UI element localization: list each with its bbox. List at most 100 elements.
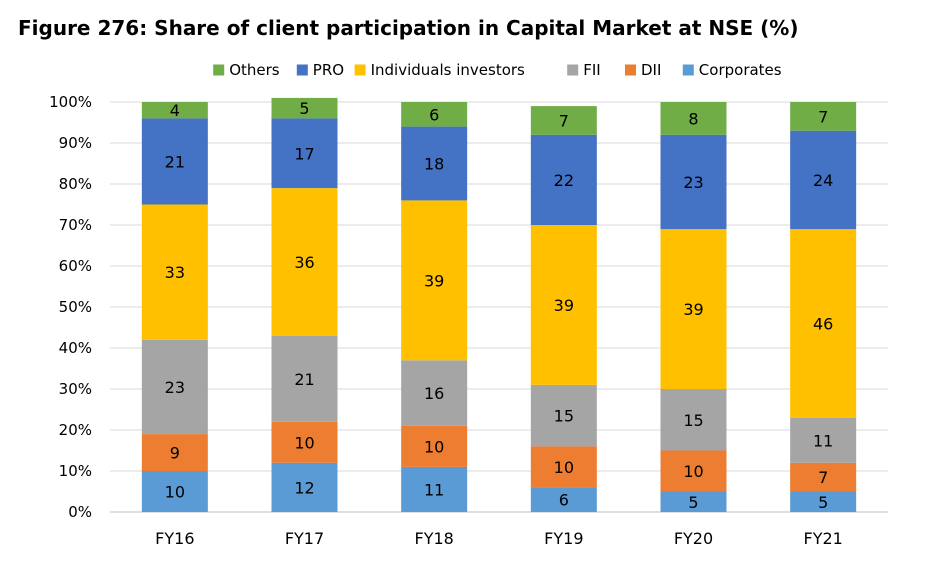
bar-segment — [401, 102, 468, 127]
legend-swatch — [296, 64, 308, 76]
data-label: 39 — [683, 300, 703, 319]
data-label: 23 — [683, 173, 703, 192]
y-tick-label: 20% — [59, 421, 92, 439]
legend-label: PRO — [313, 61, 344, 79]
legend-label: Individuals investors — [371, 61, 525, 79]
bar-segment — [141, 471, 208, 512]
bar-segment — [141, 434, 208, 471]
data-label: 18 — [424, 155, 444, 174]
data-label: 7 — [559, 111, 569, 130]
data-label: 33 — [165, 263, 185, 282]
bar-segment — [141, 339, 208, 435]
bar-segment — [790, 130, 857, 230]
bar-segment — [530, 446, 597, 488]
data-label: 39 — [424, 271, 444, 290]
y-tick-label: 70% — [59, 216, 92, 234]
bar-segment — [271, 97, 338, 119]
legend-swatch — [354, 64, 366, 76]
chart-title: Figure 276: Share of client participatio… — [18, 16, 799, 40]
x-tick-label: FY21 — [803, 529, 842, 548]
data-label: 10 — [554, 458, 574, 477]
data-label: 11 — [424, 480, 444, 499]
data-label: 5 — [299, 99, 309, 118]
data-label: 10 — [294, 433, 314, 452]
data-label: 10 — [165, 483, 185, 502]
bar-segment — [401, 466, 468, 512]
bar-segment — [530, 487, 597, 512]
legend-label: Others — [229, 61, 280, 79]
bar-segment — [660, 134, 727, 230]
data-label: 21 — [294, 370, 314, 389]
bar-segment — [271, 335, 338, 422]
data-label: 7 — [818, 468, 828, 487]
x-tick-label: FY16 — [155, 529, 194, 548]
bar-segment — [530, 134, 597, 225]
y-tick-label: 60% — [59, 257, 92, 275]
bar-segment — [790, 491, 857, 512]
legend-label: FII — [583, 61, 600, 79]
bar-segment — [660, 450, 727, 492]
legend-label: DII — [641, 61, 661, 79]
x-tick-label: FY18 — [414, 529, 453, 548]
y-tick-label: 10% — [59, 462, 92, 480]
legend-swatch — [682, 64, 694, 76]
bar-segment — [790, 417, 857, 463]
bar-segment — [790, 462, 857, 492]
bar-segment — [660, 229, 727, 389]
data-label: 7 — [818, 107, 828, 126]
data-label: 6 — [559, 491, 569, 510]
data-label: 12 — [294, 478, 314, 497]
legend-swatch — [567, 64, 579, 76]
bar-segment — [271, 188, 338, 336]
bar-segment — [401, 360, 468, 426]
data-label: 11 — [813, 431, 833, 450]
bar-segment — [271, 118, 338, 189]
data-label: 16 — [424, 384, 444, 403]
y-tick-label: 0% — [68, 503, 92, 521]
data-label: 5 — [688, 493, 698, 512]
data-label: 9 — [170, 444, 180, 463]
y-tick-label: 30% — [59, 380, 92, 398]
y-tick-label: 80% — [59, 175, 92, 193]
x-tick-label: FY17 — [285, 529, 324, 548]
data-label: 21 — [165, 152, 185, 171]
data-label: 39 — [554, 296, 574, 315]
data-label: 4 — [170, 101, 180, 120]
legend-label: Corporates — [699, 61, 782, 79]
bar-segment — [530, 106, 597, 135]
data-label: 17 — [294, 144, 314, 163]
data-label: 15 — [554, 407, 574, 426]
bar-segment — [141, 118, 208, 205]
bar-segment — [141, 204, 208, 340]
y-tick-label: 40% — [59, 339, 92, 357]
data-label: 46 — [813, 314, 833, 333]
y-tick-label: 90% — [59, 134, 92, 152]
x-tick-label: FY20 — [674, 529, 713, 548]
data-label: 6 — [429, 105, 439, 124]
legend-swatch — [213, 64, 225, 76]
bar-segment — [401, 425, 468, 467]
bar-segment — [660, 389, 727, 451]
bar-segment — [141, 102, 208, 119]
x-tick-label: FY19 — [544, 529, 583, 548]
y-tick-label: 100% — [49, 93, 92, 111]
legend-swatch — [625, 64, 636, 76]
bar-segment — [401, 200, 468, 361]
bar-segment — [401, 126, 468, 201]
data-label: 5 — [818, 493, 828, 512]
bar-segment — [660, 102, 727, 135]
bar-segment — [660, 491, 727, 512]
data-label: 24 — [813, 171, 833, 190]
data-label: 22 — [554, 171, 574, 190]
bar-segment — [530, 225, 597, 385]
data-label: 10 — [683, 462, 703, 481]
bar-segment — [271, 462, 338, 512]
bar-segment — [530, 384, 597, 447]
data-label: 15 — [683, 411, 703, 430]
data-label: 10 — [424, 437, 444, 456]
y-tick-label: 50% — [59, 298, 92, 316]
data-label: 23 — [165, 378, 185, 397]
bar-segment — [790, 229, 857, 418]
bar-segment — [271, 421, 338, 463]
